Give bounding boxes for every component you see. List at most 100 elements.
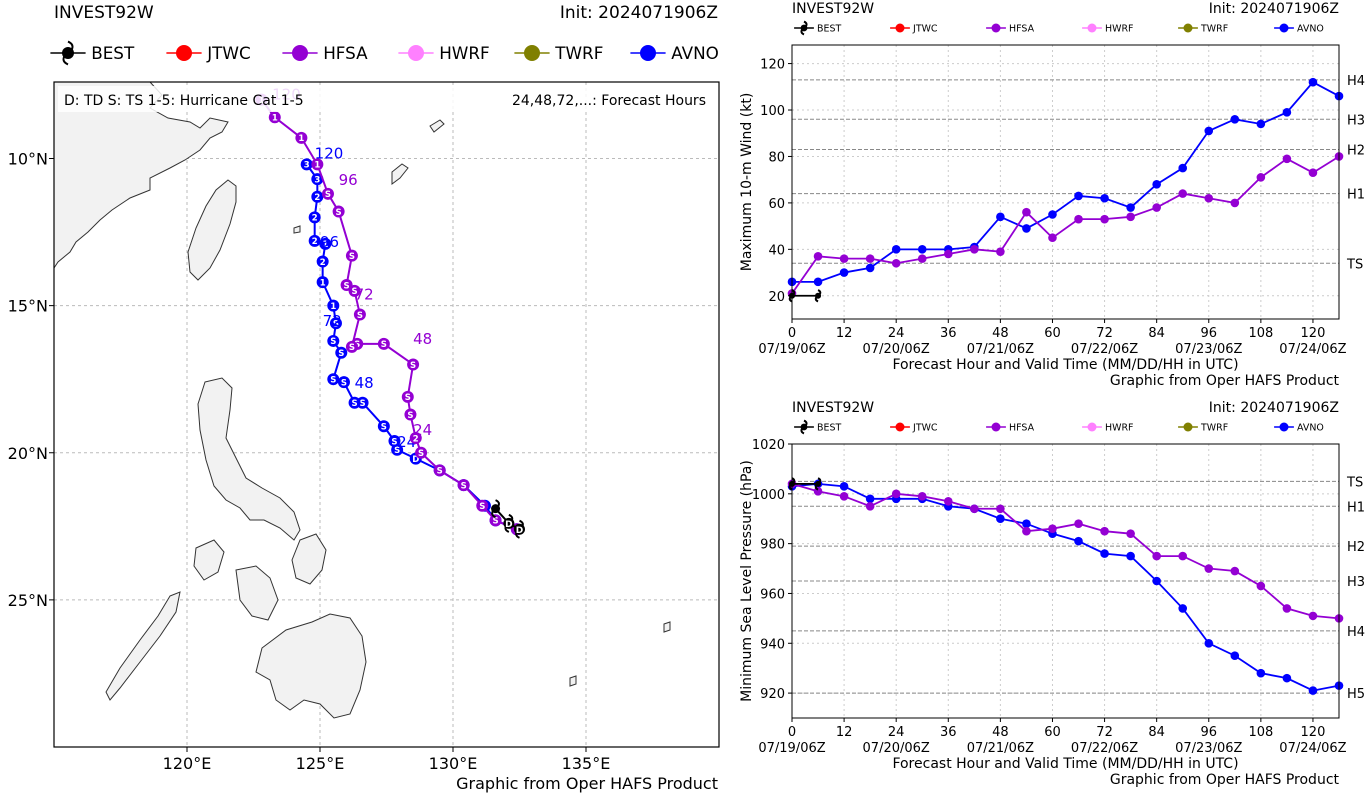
wind-point-avno-5 <box>917 245 927 254</box>
pressure-x-tick-24: 24 <box>888 725 905 740</box>
wind-legend-swatch-twrf <box>1183 23 1193 33</box>
wind-point-hfsa-8 <box>996 247 1005 256</box>
map-track-point-avno-8 <box>377 420 390 433</box>
land-island-b <box>569 675 577 687</box>
pressure-point-avno-13 <box>1126 551 1135 561</box>
wind-legend-entry-best: BEST <box>794 20 841 36</box>
map-lon-tick-130: 130°E <box>429 754 478 773</box>
pressure-point-hfsa-17 <box>1230 566 1240 576</box>
map-track-intensity-hfsa-2: S <box>479 502 485 512</box>
wind-legend-entry-avno: AVNO <box>1274 23 1324 34</box>
map-track-point-hfsa-18 <box>321 187 334 200</box>
map-track-point-hfsa-4 <box>433 464 446 477</box>
pressure-ref-label-h4: H4 <box>1347 625 1365 640</box>
wind-legend-swatch-avno <box>1279 23 1289 33</box>
wind-point-avno-13 <box>1126 203 1135 212</box>
map-track-point-avno-10 <box>348 396 361 409</box>
map-track-point-hfsa-15 <box>340 279 353 292</box>
map-init: Init: 2024071906Z <box>560 3 718 23</box>
wind-point-best-1 <box>814 289 822 303</box>
pressure-ref-label-h3: H3 <box>1347 575 1365 590</box>
wind-legend-label-avno: AVNO <box>1297 23 1324 34</box>
wind-point-avno-17 <box>1230 115 1240 124</box>
wind-point-hfsa-6 <box>943 249 953 259</box>
wind-xlabel: Forecast Hour and Valid Time (MM/DD/HH i… <box>892 357 1238 373</box>
pressure-ref-label-h2: H2 <box>1347 540 1365 555</box>
wind-point-hfsa-4 <box>891 258 901 268</box>
wind-point-hfsa-5 <box>917 254 927 263</box>
wind-point-avno-8 <box>996 212 1005 222</box>
map-hour-label-avno-96: 96 <box>320 233 339 251</box>
map-legend: BEST JTWC HFSA HWRF TWRF AVNO <box>50 40 719 66</box>
map-track-point-hfsa-6 <box>409 432 422 445</box>
wind-point-hfsa-3 <box>865 254 875 263</box>
wind-legend-entry-hwrf: HWRF <box>1082 23 1133 34</box>
map-track-point-hfsa-10 <box>377 337 390 350</box>
wind-legend-label-hfsa: HFSA <box>1009 23 1035 34</box>
map-track-point-avno-20 <box>308 234 321 247</box>
wind-point-avno-3 <box>865 263 875 273</box>
map-legend-entry-twrf: TWRF <box>514 43 603 63</box>
pressure-legend-swatch-best <box>800 419 808 435</box>
pressure-legend-swatch-jtwc <box>895 422 905 432</box>
map-track-point-hfsa-20 <box>295 131 308 144</box>
wind-point-avno-16 <box>1204 126 1214 136</box>
map-track-point-avno-15 <box>329 317 342 330</box>
map-track-intensity-hfsa-14: S <box>352 287 358 297</box>
map-track-intensity-avno-14: S <box>330 337 336 347</box>
pressure-x-tick-0: 0 <box>788 725 796 740</box>
wind-legend-entry-jtwc: JTWC <box>890 23 938 34</box>
wind-point-avno-20 <box>1308 77 1318 87</box>
map-track-point-avno-21 <box>308 211 321 224</box>
map-track-point-avno-11 <box>337 376 350 389</box>
pressure-point-hfsa-1 <box>813 487 823 496</box>
track-map-panel: INVEST92W Init: 2024071906Z BEST JTWC HFSA… <box>8 3 720 793</box>
map-lon-tick-120: 120°E <box>163 754 212 773</box>
map-legend-entry-jtwc: JTWC <box>166 43 251 63</box>
pressure-y-tick-940: 940 <box>760 637 785 652</box>
wind-y-tick-100: 100 <box>760 104 785 119</box>
map-hour-label-avno-48: 48 <box>355 374 374 392</box>
wind-point-avno-1 <box>813 277 823 287</box>
wind-point-hfsa-9 <box>1022 207 1031 217</box>
wind-point-avno-19 <box>1282 108 1292 117</box>
map-track-dot-best-2 <box>514 523 525 535</box>
land-ryukyu <box>391 163 409 185</box>
map-hour-label-hfsa-24: 24 <box>413 421 432 439</box>
map-lat-tick-25: 10°N <box>8 150 48 169</box>
pressure-point-hfsa-12 <box>1100 526 1109 536</box>
map-track-intensity-hfsa-17: S <box>336 208 342 218</box>
pressure-x-tick-120: 120 <box>1301 725 1326 740</box>
wind-point-hfsa-13 <box>1126 212 1135 222</box>
pressure-legend-entry-best: BEST <box>794 419 841 435</box>
map-track-point-avno-14 <box>327 334 340 347</box>
pressure-legend-label-twrf: TWRF <box>1200 422 1228 433</box>
pressure-y-tick-980: 980 <box>760 538 785 553</box>
map-track-intensity-hfsa-19: 1 <box>314 161 320 171</box>
pressure-y-tick-960: 960 <box>760 587 785 602</box>
map-legend-swatch-hfsa <box>292 45 308 61</box>
pressure-point-avno-17 <box>1230 651 1240 661</box>
land-mindanao <box>255 613 367 719</box>
pressure-point-avno-8 <box>996 514 1005 524</box>
map-track-point-avno-13 <box>335 346 348 359</box>
pressure-legend-swatch-hfsa <box>991 422 1001 432</box>
pressure-x-tick-48: 48 <box>992 725 1009 740</box>
pressure-point-hfsa-16 <box>1204 564 1214 573</box>
pressure-legend-label-hfsa: HFSA <box>1009 422 1035 433</box>
map-track-intensity-avno-7: S <box>391 437 397 447</box>
pressure-point-hfsa-8 <box>996 504 1005 514</box>
map-legend-swatch-twrf <box>524 45 540 61</box>
wind-date-tick-72: 07/22/06Z <box>1071 342 1138 357</box>
map-hour-label-avno-72: 72 <box>323 312 342 330</box>
map-hour-label-hfsa-48: 48 <box>413 330 432 348</box>
map-lon-tick-125: 125°E <box>296 754 345 773</box>
map-track-point-hfsa-5 <box>415 446 428 459</box>
wind-legend-swatch-hfsa <box>991 23 1001 33</box>
land-okinawa-small <box>429 119 445 133</box>
pressure-date-tick-72: 07/22/06Z <box>1071 741 1138 756</box>
pressure-point-hfsa-6 <box>943 496 953 506</box>
pressure-y-tick-920: 920 <box>760 687 785 702</box>
pressure-point-hfsa-9 <box>1022 526 1031 536</box>
pressure-point-avno-18 <box>1256 668 1266 678</box>
